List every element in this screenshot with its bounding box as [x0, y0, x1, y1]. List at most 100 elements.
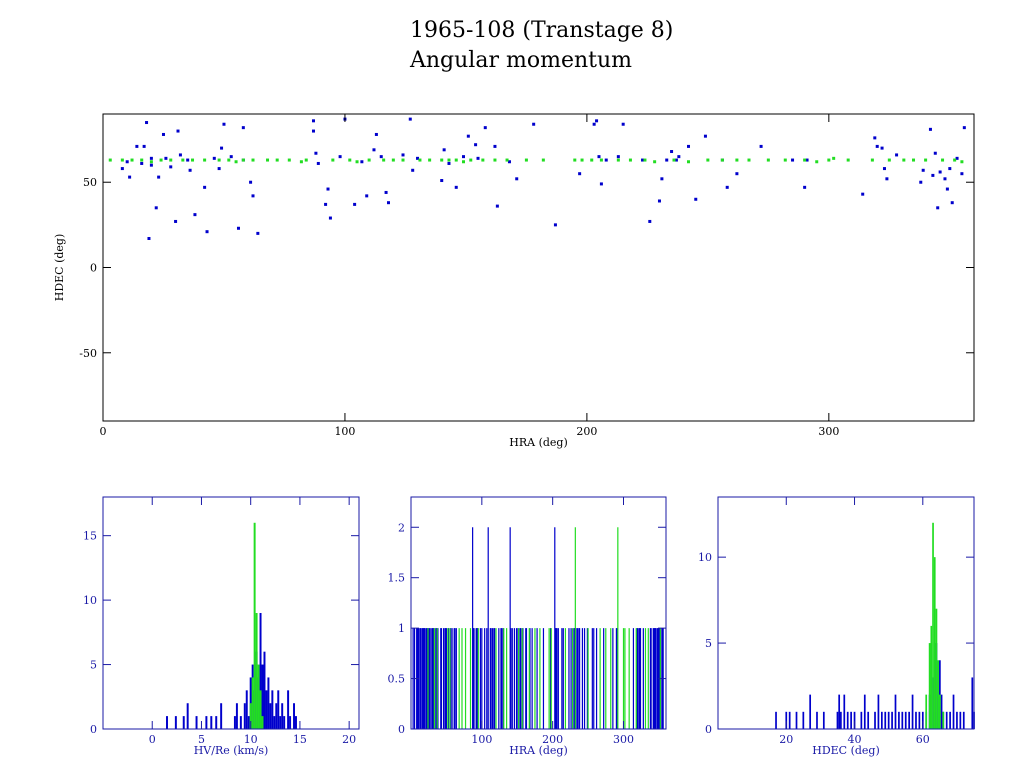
x-axis-label: HDEC (deg) — [812, 744, 880, 757]
point-green-2 — [130, 158, 134, 162]
bar-blue-58 — [511, 628, 513, 729]
point-blue-103 — [919, 180, 923, 184]
bar-green-26 — [610, 628, 612, 729]
point-blue-0 — [120, 167, 124, 171]
bar-blue-15 — [860, 711, 863, 729]
point-blue-87 — [694, 197, 698, 201]
point-green-54 — [783, 158, 787, 162]
bar-blue-94 — [612, 628, 614, 729]
bar-green-6 — [261, 716, 264, 729]
point-green-1 — [120, 158, 124, 162]
point-green-21 — [348, 158, 352, 162]
point-green-34 — [481, 158, 485, 162]
point-green-49 — [706, 158, 710, 162]
bar-blue-21 — [261, 664, 264, 729]
point-blue-107 — [933, 151, 937, 155]
bar-green-9 — [477, 628, 479, 729]
bar-blue-38 — [473, 628, 475, 729]
point-blue-82 — [665, 158, 669, 162]
bar-blue-22 — [263, 651, 266, 729]
point-blue-16 — [176, 129, 180, 133]
point-blue-63 — [483, 126, 487, 130]
plot-frame — [102, 113, 975, 422]
bar-blue-35 — [455, 628, 457, 729]
y-tick-label: 10 — [698, 551, 712, 564]
bar-blue-42 — [479, 628, 482, 729]
bar-blue-10 — [235, 703, 238, 729]
bar-blue-30 — [447, 628, 450, 729]
point-blue-56 — [442, 148, 446, 152]
bar-green-6 — [461, 628, 463, 729]
bar-blue-12 — [846, 711, 849, 729]
bar-blue-8 — [220, 703, 223, 729]
point-blue-13 — [164, 156, 168, 160]
point-blue-90 — [725, 185, 729, 189]
point-green-28 — [428, 158, 432, 162]
x-tick-label: 20 — [342, 733, 356, 746]
bar-green-22 — [574, 527, 576, 729]
bar-blue-11 — [239, 716, 242, 729]
point-blue-92 — [759, 144, 763, 148]
bar-blue-33 — [453, 628, 455, 729]
bar-blue-99 — [637, 628, 639, 729]
point-blue-79 — [648, 219, 652, 223]
bar-green-12 — [506, 628, 508, 729]
bar-blue-75 — [556, 628, 558, 729]
bar-green-19 — [550, 628, 552, 729]
point-blue-5 — [142, 144, 146, 148]
bar-blue-24 — [440, 628, 442, 729]
point-blue-36 — [314, 151, 318, 155]
bar-blue-18 — [874, 711, 876, 729]
bar-blue-107 — [653, 628, 655, 729]
bar-blue-26 — [442, 628, 445, 729]
x-tick-label: 100 — [471, 733, 492, 746]
bar-blue-79 — [568, 628, 570, 729]
point-blue-22 — [205, 230, 209, 234]
bar-blue-46 — [487, 527, 489, 729]
point-green-56 — [815, 160, 819, 164]
point-green-46 — [653, 160, 657, 164]
point-blue-18 — [186, 158, 190, 162]
point-blue-108 — [936, 206, 940, 210]
bar-blue-103 — [642, 628, 644, 729]
bar-blue-102 — [639, 628, 642, 729]
point-blue-35 — [311, 129, 315, 133]
bar-blue-43 — [949, 711, 951, 729]
bar-blue-98 — [636, 628, 638, 729]
point-green-24 — [382, 158, 386, 162]
point-blue-24 — [217, 167, 221, 171]
point-green-61 — [887, 158, 891, 162]
bar-blue-2 — [182, 716, 185, 729]
point-blue-71 — [592, 122, 596, 126]
point-blue-11 — [157, 175, 161, 179]
point-blue-112 — [948, 167, 952, 171]
bar-blue-53 — [500, 628, 502, 729]
point-blue-109 — [938, 170, 942, 174]
plot-frame — [717, 496, 975, 730]
bar-blue-17 — [867, 711, 870, 729]
bar-green-6 — [937, 660, 940, 729]
x-tick-label: 15 — [293, 733, 307, 746]
point-blue-73 — [597, 155, 601, 159]
bar-blue-97 — [632, 628, 635, 729]
bar-green-14 — [521, 628, 523, 729]
bar-blue-3 — [186, 703, 189, 729]
point-green-39 — [573, 158, 577, 162]
y-tick-label: 0.5 — [388, 673, 406, 686]
bar-green-11 — [503, 628, 505, 729]
bar-blue-6 — [816, 711, 818, 729]
bar-blue-3 — [795, 711, 798, 729]
point-green-12 — [234, 160, 238, 164]
point-green-37 — [524, 158, 528, 162]
bar-blue-23 — [891, 711, 893, 729]
point-blue-59 — [461, 155, 465, 159]
bar-blue-82 — [574, 628, 576, 729]
point-green-51 — [735, 158, 739, 162]
point-blue-116 — [962, 126, 966, 130]
point-blue-70 — [578, 172, 582, 176]
point-blue-52 — [408, 117, 412, 121]
point-blue-49 — [384, 190, 388, 194]
bar-blue-13 — [850, 711, 852, 729]
bar-blue-106 — [652, 628, 654, 729]
bar-blue-27 — [273, 716, 276, 729]
